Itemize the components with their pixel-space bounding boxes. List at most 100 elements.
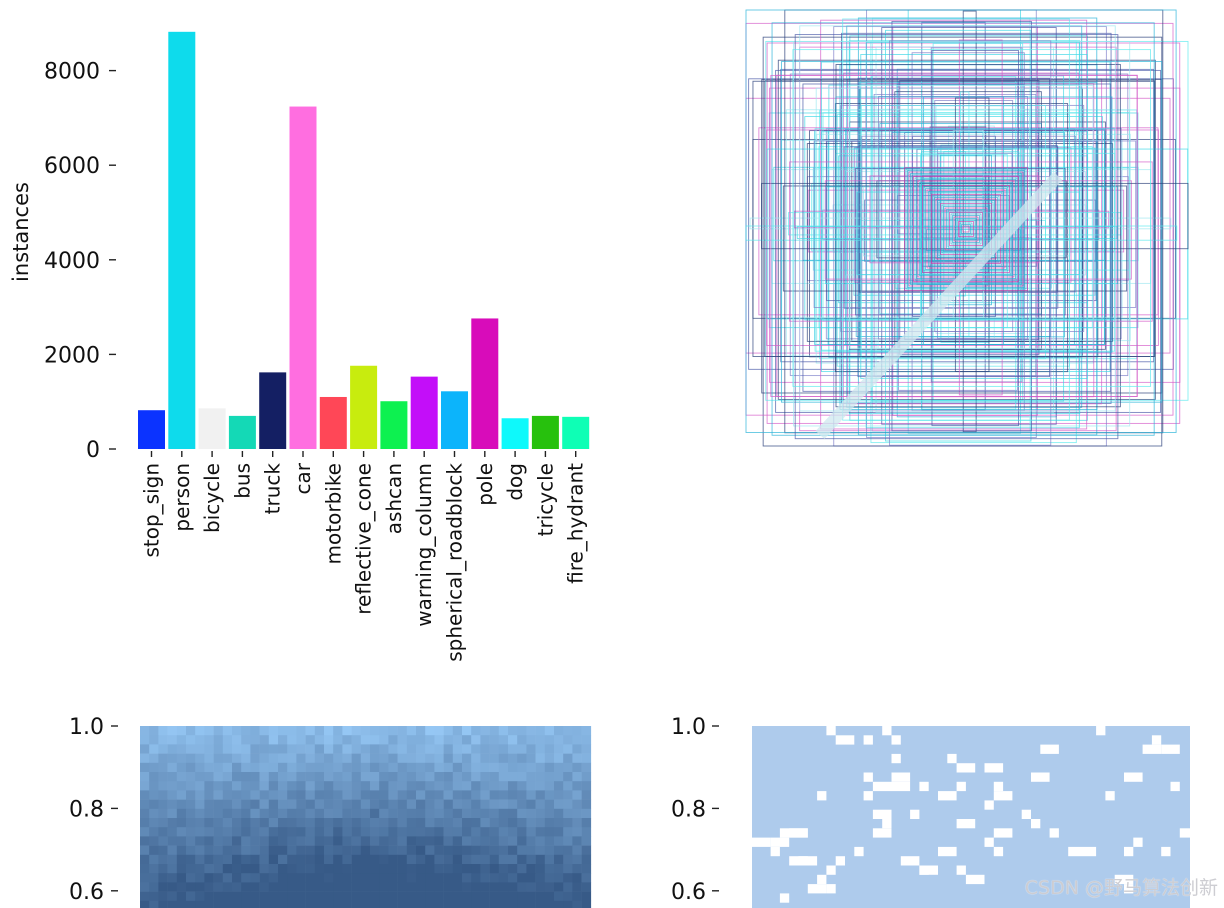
heat-cell <box>287 827 297 837</box>
heat-cell <box>213 854 224 865</box>
heat-cell <box>544 873 555 883</box>
heat-cell <box>333 772 343 782</box>
heat-cell <box>342 900 352 908</box>
heat-cell <box>296 882 306 892</box>
heat-cell <box>259 882 270 892</box>
heat-cell <box>489 873 500 883</box>
heat-cell <box>222 808 233 819</box>
bbox <box>962 225 970 233</box>
heat-cell <box>324 873 334 883</box>
heat-cell <box>379 873 389 883</box>
heat-cell <box>314 726 325 736</box>
heat-cell <box>278 781 288 791</box>
heat-cell <box>360 735 371 745</box>
heat-cell <box>213 762 224 773</box>
heat-cell <box>572 827 582 837</box>
heat-cell <box>342 744 352 754</box>
bbox <box>952 215 980 243</box>
heat-cell <box>324 781 334 791</box>
heat-cell <box>434 864 444 874</box>
heat-cell <box>360 808 371 819</box>
bbox <box>789 161 1153 322</box>
heat-cell <box>434 726 444 736</box>
heat-cell <box>204 726 214 736</box>
heat-cell <box>498 882 509 892</box>
heat-cell <box>333 735 343 745</box>
heat-cell <box>241 762 251 773</box>
bbox <box>845 128 1105 345</box>
heat-cell <box>572 808 582 819</box>
heat-cell <box>425 900 435 908</box>
heat-cell <box>333 873 343 883</box>
heat-cell <box>158 790 168 800</box>
heat-cell <box>443 873 454 883</box>
heat-cell <box>314 762 325 773</box>
heat-cell <box>149 790 159 800</box>
bbox <box>792 49 1151 387</box>
heat-cell <box>379 827 389 837</box>
heat-cell <box>222 735 233 745</box>
heat-cell <box>406 836 417 846</box>
heat-cell <box>581 836 592 846</box>
heat-cell <box>360 818 371 828</box>
heat-cell <box>498 864 509 874</box>
bar-warning_column <box>410 376 438 449</box>
heat-cell <box>434 799 444 810</box>
heat-cell <box>425 891 435 902</box>
heat-cell <box>305 845 316 856</box>
heat-cell <box>204 799 214 810</box>
heat-cell <box>351 744 362 754</box>
heat-cell <box>554 799 564 810</box>
heat-cell <box>489 762 500 773</box>
heat-cell <box>544 762 555 773</box>
heat-cell <box>324 864 334 874</box>
heat-cell <box>425 864 435 874</box>
heat-cell <box>406 790 417 800</box>
heat-cell <box>581 900 592 908</box>
heat-cell <box>370 900 380 908</box>
heat-cell <box>222 818 233 828</box>
heat-cell <box>158 873 168 883</box>
heat-cell <box>817 791 827 801</box>
heat-cell <box>149 900 159 908</box>
heat-cell <box>416 726 426 736</box>
heat-cell <box>250 799 260 810</box>
heat-cell <box>563 854 573 865</box>
heat-cell <box>314 790 325 800</box>
heat-cell <box>554 772 564 782</box>
heat-cell <box>324 854 334 865</box>
bbox <box>907 170 1025 288</box>
heat-cell <box>213 827 224 837</box>
heat-cell <box>296 900 306 908</box>
heat-cell <box>526 781 536 791</box>
heat-cell <box>508 827 518 837</box>
bar-motorbike <box>319 396 347 449</box>
heat-cell <box>324 772 334 782</box>
heat-cell <box>351 818 362 828</box>
heat-cell <box>342 854 352 865</box>
bbox <box>766 129 1159 346</box>
heat-cell <box>434 836 444 846</box>
heat-cell <box>489 900 500 908</box>
heat-cell <box>158 799 168 810</box>
heat-cell <box>563 864 573 874</box>
heat-cell <box>268 790 279 800</box>
heat-cell <box>370 827 380 837</box>
heat-cell <box>425 873 435 883</box>
heat-cell <box>406 762 417 773</box>
x-tick-label: person <box>170 463 194 532</box>
heat-cell <box>425 781 435 791</box>
heat-cell <box>360 753 371 764</box>
heat-cell <box>406 744 417 754</box>
heat-cell <box>250 808 260 819</box>
heat-cell <box>443 827 454 837</box>
heat-cell <box>891 735 901 745</box>
heat-cell <box>259 790 270 800</box>
heat-cell <box>480 873 490 883</box>
heat-cell <box>535 735 546 745</box>
heat-cell <box>993 828 1013 838</box>
heat-cell <box>140 772 150 782</box>
heat-cell <box>425 726 435 736</box>
heat-cell <box>167 818 178 828</box>
heat-cell <box>452 799 463 810</box>
